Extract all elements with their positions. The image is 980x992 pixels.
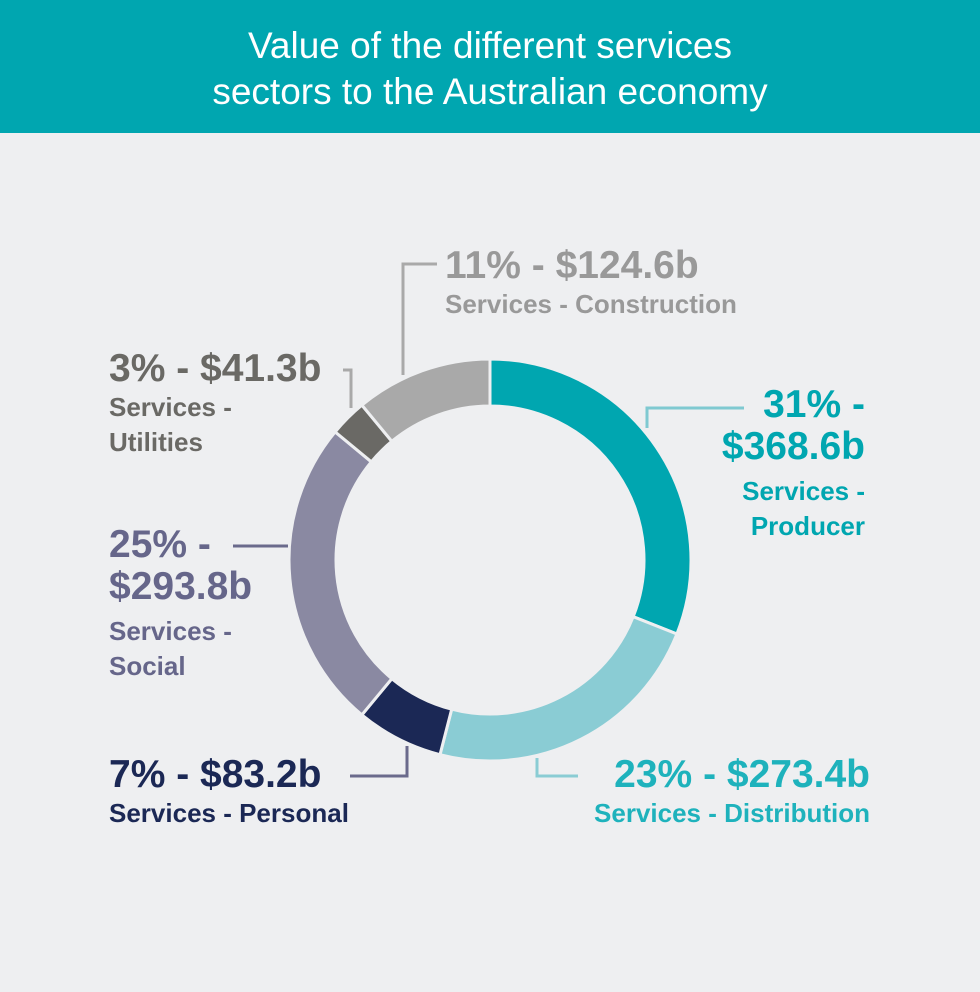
label-producer-name-1: Services - (742, 476, 865, 506)
label-social-value: $293.8b (109, 565, 253, 608)
label-utilities-name-1: Services - (109, 392, 232, 422)
label-construction-pct: 11% - $124.6b (445, 244, 699, 287)
label-social: 25% - $293.8b Services - Social (109, 524, 252, 684)
chart-title: Value of the different services sectors … (0, 0, 980, 133)
label-utilities: 3% - $41.3b Services - Utilities (109, 348, 321, 460)
label-distribution: 23% - $273.4b Services - Distribution (594, 754, 870, 831)
label-social-pct: 25% - (109, 523, 211, 566)
label-producer-value: $368.6b (721, 425, 865, 468)
leader-producer (645, 406, 744, 428)
title-line-2: sectors to the Australian economy (212, 71, 768, 112)
label-construction: 11% - $124.6b Services - Construction (445, 245, 737, 322)
slice-services-distribution (438, 614, 679, 763)
label-personal-pct: 7% - $83.2b (109, 753, 322, 796)
slice-services-producer (488, 357, 693, 636)
label-producer-pct: 31% - (763, 383, 865, 426)
label-distribution-name: Services - Distribution (594, 798, 870, 828)
leader-personal (350, 746, 409, 778)
leader-construction (401, 262, 437, 375)
label-producer-name-2: Producer (750, 511, 865, 541)
label-construction-name: Services - Construction (445, 289, 737, 319)
leader-distribution (535, 758, 578, 778)
slice-services-social (287, 429, 394, 717)
label-social-name-1: Services - (109, 616, 232, 646)
label-utilities-pct: 3% - $41.3b (109, 347, 322, 390)
label-social-name-2: Social (109, 651, 186, 681)
label-personal-name: Services - Personal (109, 798, 349, 828)
label-personal: 7% - $83.2b Services - Personal (109, 754, 349, 831)
leader-utilities (343, 368, 353, 408)
title-line-1: Value of the different services (247, 25, 733, 66)
label-distribution-pct: 23% - $273.4b (614, 753, 870, 796)
slice-services-construction (359, 357, 492, 444)
label-producer: 31% - $368.6b Services - Producer (722, 384, 865, 544)
label-utilities-name-2: Utilities (109, 427, 203, 457)
